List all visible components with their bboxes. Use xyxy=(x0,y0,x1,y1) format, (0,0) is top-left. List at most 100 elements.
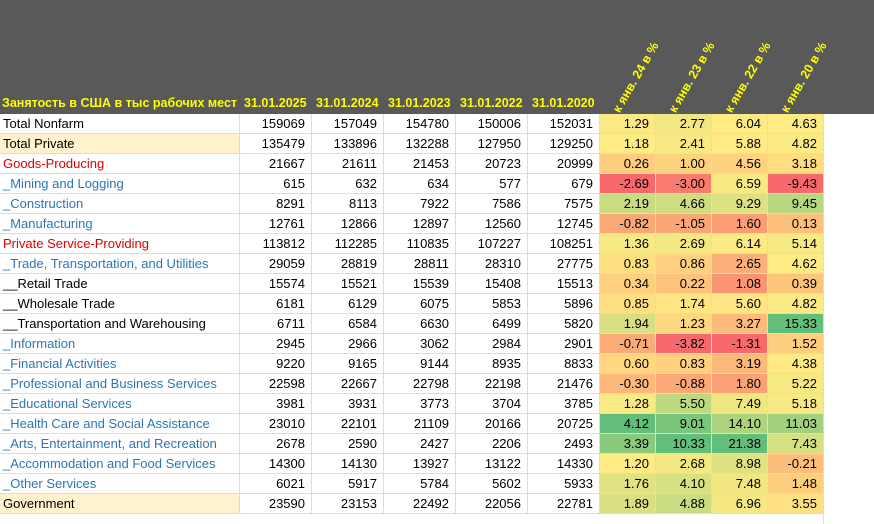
employment-cell: 23590 xyxy=(240,494,312,514)
row-label: _Construction xyxy=(0,194,240,214)
employment-cell: 127950 xyxy=(456,134,528,154)
date-header: 31.01.2020 xyxy=(532,96,595,110)
change-cell: 1.48 xyxy=(768,474,824,494)
change-cell: 5.18 xyxy=(768,394,824,414)
change-cell: 3.39 xyxy=(600,434,656,454)
employment-cell: 12897 xyxy=(384,214,456,234)
change-cell: 4.12 xyxy=(600,414,656,434)
change-cell: 1.60 xyxy=(712,214,768,234)
row-label: Private Service-Providing xyxy=(0,234,240,254)
employment-cell: 154780 xyxy=(384,114,456,134)
employment-cell: 29059 xyxy=(240,254,312,274)
employment-cell: 3773 xyxy=(384,394,456,414)
employment-cell: 21476 xyxy=(528,374,600,394)
row-label: _Health Care and Social Assistance xyxy=(0,414,240,434)
change-cell: 2.77 xyxy=(656,114,712,134)
employment-cell: 157049 xyxy=(312,114,384,134)
change-cell: 15.33 xyxy=(768,314,824,334)
employment-cell: 152031 xyxy=(528,114,600,134)
employment-cell: 22492 xyxy=(384,494,456,514)
row-label: Government xyxy=(0,494,240,514)
employment-cell: 2678 xyxy=(240,434,312,454)
change-cell: 5.50 xyxy=(656,394,712,414)
change-cell: 1.94 xyxy=(600,314,656,334)
employment-cell: 20999 xyxy=(528,154,600,174)
employment-cell: 21667 xyxy=(240,154,312,174)
employment-cell: 15539 xyxy=(384,274,456,294)
employment-cell: 133896 xyxy=(312,134,384,154)
change-cell: -3.82 xyxy=(656,334,712,354)
employment-cell: 8291 xyxy=(240,194,312,214)
row-label: _Educational Services xyxy=(0,394,240,414)
change-cell: 0.86 xyxy=(656,254,712,274)
change-cell: -0.82 xyxy=(600,214,656,234)
employment-cell: 107227 xyxy=(456,234,528,254)
change-cell: 4.38 xyxy=(768,354,824,374)
row-label: Goods-Producing xyxy=(0,154,240,174)
employment-cell: 8113 xyxy=(312,194,384,214)
employment-cell: 12745 xyxy=(528,214,600,234)
change-cell: -9.43 xyxy=(768,174,824,194)
employment-cell: 7586 xyxy=(456,194,528,214)
change-cell: 0.34 xyxy=(600,274,656,294)
employment-cell: 135479 xyxy=(240,134,312,154)
row-label: Total Nonfarm xyxy=(0,114,240,134)
employment-cell: 634 xyxy=(384,174,456,194)
employment-cell: 2206 xyxy=(456,434,528,454)
change-cell: 1.20 xyxy=(600,454,656,474)
employment-cell: 2493 xyxy=(528,434,600,454)
change-cell: 3.27 xyxy=(712,314,768,334)
employment-cell: 22781 xyxy=(528,494,600,514)
change-cell: 4.56 xyxy=(712,154,768,174)
employment-cell: 23010 xyxy=(240,414,312,434)
change-cell: -0.21 xyxy=(768,454,824,474)
change-cell: 6.59 xyxy=(712,174,768,194)
change-cell: 0.39 xyxy=(768,274,824,294)
change-cell: -2.69 xyxy=(600,174,656,194)
employment-cell: 14130 xyxy=(312,454,384,474)
employment-cell: 6021 xyxy=(240,474,312,494)
employment-cell: 22598 xyxy=(240,374,312,394)
change-cell: 3.55 xyxy=(768,494,824,514)
change-cell: 4.63 xyxy=(768,114,824,134)
change-cell: -1.31 xyxy=(712,334,768,354)
employment-cell: 15574 xyxy=(240,274,312,294)
change-cell: 4.82 xyxy=(768,134,824,154)
employment-cell: 12761 xyxy=(240,214,312,234)
employment-cell: 577 xyxy=(456,174,528,194)
employment-cell: 3931 xyxy=(312,394,384,414)
row-label: _Arts, Entertainment, and Recreation xyxy=(0,434,240,454)
date-header: 31.01.2023 xyxy=(388,96,451,110)
change-cell: 4.66 xyxy=(656,194,712,214)
employment-cell: 8833 xyxy=(528,354,600,374)
employment-cell: 112285 xyxy=(312,234,384,254)
change-cell: 1.36 xyxy=(600,234,656,254)
change-cell: 1.52 xyxy=(768,334,824,354)
change-cell: 8.98 xyxy=(712,454,768,474)
change-cell: -0.71 xyxy=(600,334,656,354)
employment-cell: 21453 xyxy=(384,154,456,174)
employment-cell: 5853 xyxy=(456,294,528,314)
employment-cell: 6181 xyxy=(240,294,312,314)
date-header: 31.01.2025 xyxy=(244,96,307,110)
employment-cell: 132288 xyxy=(384,134,456,154)
employment-cell: 2590 xyxy=(312,434,384,454)
change-cell: 7.49 xyxy=(712,394,768,414)
change-cell: 2.65 xyxy=(712,254,768,274)
employment-cell: 150006 xyxy=(456,114,528,134)
change-cell: 1.18 xyxy=(600,134,656,154)
row-label: __Retail Trade xyxy=(0,274,240,294)
employment-cell: 2901 xyxy=(528,334,600,354)
change-cell: 0.22 xyxy=(656,274,712,294)
change-cell: 6.14 xyxy=(712,234,768,254)
employment-cell: 22198 xyxy=(456,374,528,394)
employment-cell: 22056 xyxy=(456,494,528,514)
row-label: _Financial Activities xyxy=(0,354,240,374)
row-label: __Transportation and Warehousing xyxy=(0,314,240,334)
employment-cell: 5896 xyxy=(528,294,600,314)
change-cell: 9.45 xyxy=(768,194,824,214)
change-cell: 7.43 xyxy=(768,434,824,454)
employment-cell: 21611 xyxy=(312,154,384,174)
date-header: 31.01.2024 xyxy=(316,96,379,110)
